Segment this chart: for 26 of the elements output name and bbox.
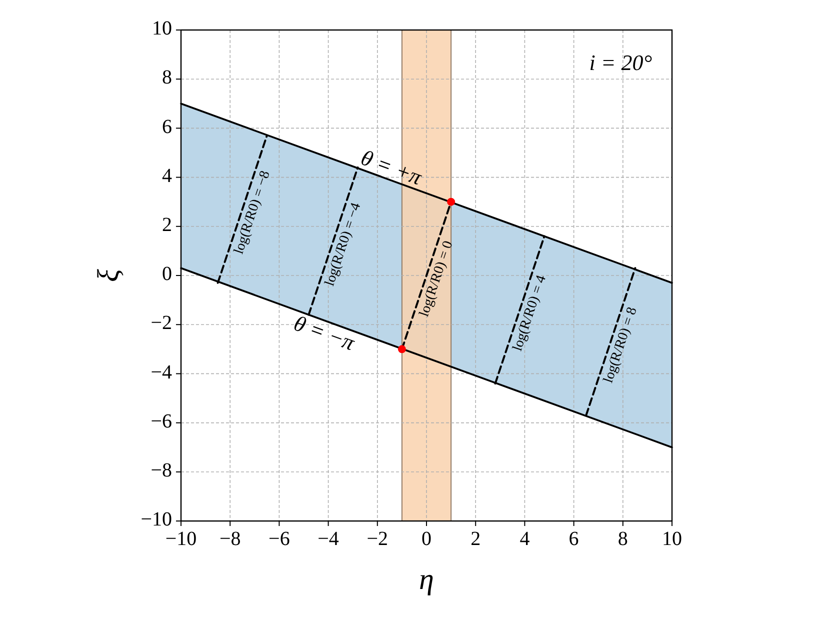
x-tick-label: −8 xyxy=(219,528,241,550)
annotation: i = 20° xyxy=(589,50,652,75)
x-tick-label: 0 xyxy=(422,528,432,550)
y-tick-label: 6 xyxy=(162,116,172,138)
x-tick-label: −4 xyxy=(318,528,339,550)
x-tick-label: −6 xyxy=(268,528,290,550)
y-tick-label: 10 xyxy=(152,18,172,40)
y-tick-label: −10 xyxy=(140,508,172,531)
y-tick-label: −4 xyxy=(150,361,172,384)
text: θ = −π xyxy=(290,310,359,356)
y-tick-label: −6 xyxy=(150,410,172,432)
x-tick-label: 8 xyxy=(618,528,628,550)
y-axis-title: ξ xyxy=(92,268,125,282)
y-tick-label: −8 xyxy=(150,459,172,482)
y-tick-label: 8 xyxy=(162,66,172,89)
y-tick-label: −2 xyxy=(150,312,172,334)
x-tick-label: 6 xyxy=(568,528,579,550)
y-tick-label: 2 xyxy=(162,214,172,236)
x-tick-label: 4 xyxy=(520,528,530,550)
x-tick-label: 2 xyxy=(470,528,481,550)
x-tick-label: 10 xyxy=(662,528,682,550)
text: θ = +π xyxy=(358,144,426,190)
y-tick-label: 4 xyxy=(162,164,172,187)
x-tick-label: −2 xyxy=(366,528,388,550)
y-tick-label: 0 xyxy=(162,263,172,286)
x-axis-title: η xyxy=(419,563,434,596)
